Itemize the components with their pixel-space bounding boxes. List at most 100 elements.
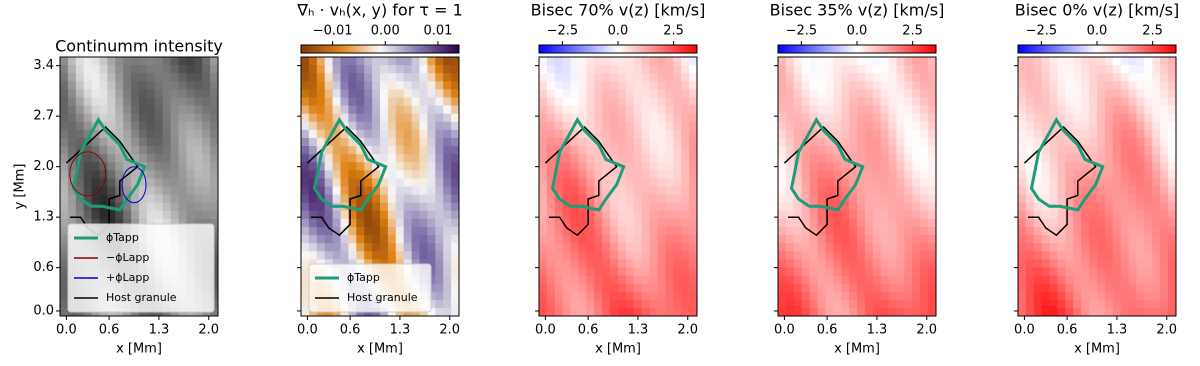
heatmap-cell (1113, 81, 1121, 90)
heatmap-cell (435, 162, 443, 171)
heatmap-cell (396, 73, 404, 82)
heatmap-cell (60, 243, 68, 252)
heatmap-cell (618, 284, 626, 293)
heatmap-cell (857, 284, 865, 293)
heatmap-cell (1105, 122, 1113, 131)
heatmap-cell (1129, 81, 1137, 90)
heatmap-cell (912, 162, 920, 171)
heatmap-cell (794, 300, 802, 309)
heatmap-cell (427, 243, 435, 252)
heatmap-cell (920, 235, 928, 244)
heatmap-cell (881, 122, 889, 131)
heatmap-cell (1137, 235, 1145, 244)
heatmap-cell (1097, 300, 1105, 309)
heatmap-cell (786, 195, 794, 204)
heatmap-cell (317, 122, 325, 131)
heatmap-cell (139, 211, 147, 220)
heatmap-cell (881, 130, 889, 139)
heatmap-cell (555, 308, 563, 317)
heatmap-cell (1042, 106, 1050, 115)
heatmap-cell (642, 292, 650, 301)
heatmap-cell (333, 146, 341, 155)
heatmap-cell (356, 243, 364, 252)
heatmap-cell (1105, 154, 1113, 163)
heatmap-cell (873, 300, 881, 309)
heatmap-cell (1058, 284, 1066, 293)
heatmap-cell (912, 243, 920, 252)
heatmap-cell (147, 65, 155, 74)
heatmap-cell (1073, 276, 1081, 285)
heatmap-cell (802, 259, 810, 268)
heatmap-cell (309, 227, 317, 236)
heatmap-cell (897, 235, 905, 244)
heatmap-cell (309, 251, 317, 260)
heatmap-cell (1081, 106, 1089, 115)
heatmap-cell (810, 267, 818, 276)
heatmap-cell (626, 89, 634, 98)
heatmap-cell (333, 89, 341, 98)
heatmap-cell (539, 146, 547, 155)
heatmap-cell (420, 122, 428, 131)
heatmap-cell (547, 106, 555, 115)
heatmap-cell (1081, 308, 1089, 317)
heatmap-cell (1089, 195, 1097, 204)
heatmap-cell (1073, 267, 1081, 276)
heatmap-cell (571, 162, 579, 171)
heatmap-cell (84, 170, 92, 179)
heatmap-cell (618, 187, 626, 196)
heatmap-cell (317, 73, 325, 82)
heatmap-cell (841, 219, 849, 228)
heatmap-cell (1097, 187, 1105, 196)
heatmap-cell (194, 65, 202, 74)
heatmap-cell (309, 138, 317, 147)
heatmap-cell (610, 259, 618, 268)
heatmap-cell (139, 146, 147, 155)
heatmap-cell (139, 138, 147, 147)
heatmap-cell (396, 235, 404, 244)
heatmap-cell (1050, 276, 1058, 285)
colorbar-tick-label: 0.00 (371, 24, 400, 39)
heatmap-cell (1144, 106, 1152, 115)
panel (539, 57, 698, 317)
heatmap-cell (618, 251, 626, 260)
heatmap-cell (626, 122, 634, 131)
heatmap-cell (1097, 138, 1105, 147)
heatmap-cell (68, 195, 76, 204)
heatmap-cell (626, 211, 634, 220)
heatmap-cell (563, 308, 571, 317)
heatmap-cell (658, 284, 666, 293)
heatmap-cell (364, 73, 372, 82)
heatmap-cell (1137, 97, 1145, 106)
heatmap-cell (380, 138, 388, 147)
heatmap-cell (396, 219, 404, 228)
heatmap-cell (1097, 211, 1105, 220)
heatmap-cell (1050, 162, 1058, 171)
heatmap-cell (443, 81, 451, 90)
heatmap-cell (881, 276, 889, 285)
heatmap-cell (1168, 122, 1176, 131)
heatmap-cell (84, 178, 92, 187)
heatmap-cell (547, 114, 555, 123)
heatmap-cell (818, 227, 826, 236)
heatmap-cell (881, 146, 889, 155)
heatmap-cell (186, 162, 194, 171)
heatmap-cell (689, 284, 697, 293)
heatmap-cell (317, 227, 325, 236)
heatmap-cell (194, 89, 202, 98)
heatmap-cell (857, 203, 865, 212)
heatmap-cell (1073, 57, 1081, 66)
heatmap-cell (634, 308, 642, 317)
heatmap-cell (825, 97, 833, 106)
heatmap-cell (586, 81, 594, 90)
heatmap-cell (341, 162, 349, 171)
heatmap-cell (920, 81, 928, 90)
heatmap-cell (547, 243, 555, 252)
heatmap-cell (579, 300, 587, 309)
heatmap-cell (1105, 292, 1113, 301)
heatmap-cell (626, 308, 634, 317)
heatmap-cell (435, 154, 443, 163)
heatmap-cell (579, 284, 587, 293)
heatmap-cell (380, 65, 388, 74)
heatmap-cell (107, 89, 115, 98)
heatmap-cell (555, 292, 563, 301)
